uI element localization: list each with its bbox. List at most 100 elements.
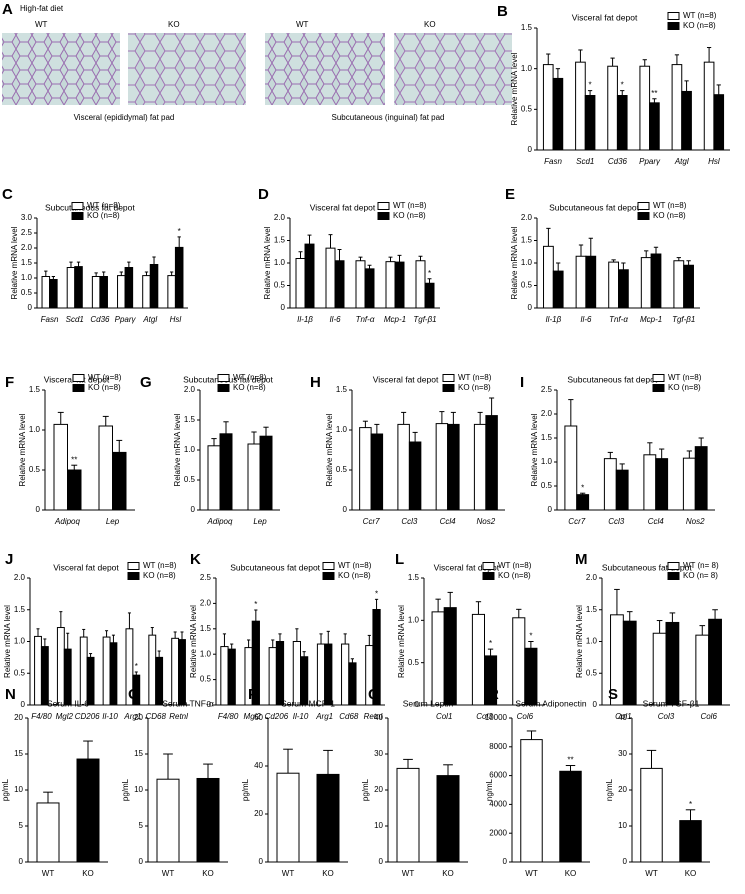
y-tick-label: 1.0 (200, 649, 212, 658)
legend-label: WT (n=8) (458, 373, 492, 382)
bar (576, 494, 590, 511)
legend-label: KO (n= 8) (683, 571, 718, 580)
bar (148, 634, 157, 706)
x-tick-label: KO (565, 869, 577, 878)
bar (708, 618, 722, 706)
y-axis-label: Relative mRNA level (397, 605, 406, 678)
image-caption: Subcutaneous (inguinal) fat pad (332, 113, 445, 122)
legend-label: KO (n=8) (143, 571, 176, 580)
bar (575, 255, 587, 309)
image-label: WT (35, 20, 48, 29)
y-tick-label: 1.0 (336, 425, 348, 434)
histology-image (394, 33, 512, 105)
y-tick-label: 40 (254, 761, 263, 770)
error-bar (526, 730, 537, 740)
x-tick-label: Mgl2 (244, 712, 262, 721)
error-bar (706, 47, 712, 63)
y-axis-label: Relative mRNA level (3, 605, 12, 678)
bar (220, 646, 229, 706)
y-tick-label: 40 (374, 713, 383, 722)
y-tick-label: 0 (139, 857, 144, 866)
error-bar (607, 451, 613, 459)
bar (652, 632, 667, 706)
legend-label: WT (n= 8) (683, 561, 719, 570)
bar (585, 255, 597, 309)
bar (447, 423, 460, 511)
error-bar (94, 272, 98, 277)
legend-label: WT (n=8) (393, 201, 427, 210)
y-tick-label: 2.5 (200, 573, 212, 582)
bar (370, 433, 384, 511)
bar (682, 457, 696, 511)
y-tick-label: 8000 (489, 742, 507, 751)
error-bar (669, 612, 676, 623)
x-tick-label: Arg1 (315, 712, 333, 721)
error-bar (647, 442, 653, 455)
chart-title: Serum TNF-α (162, 698, 214, 708)
x-tick-label: KO (685, 869, 697, 878)
x-tick-label: Ccl4 (440, 517, 457, 526)
x-tick-label: Fasn (41, 315, 59, 324)
bar (683, 264, 694, 309)
error-bar (712, 609, 718, 620)
error-bar (71, 464, 78, 470)
bar (415, 260, 426, 309)
error-bar (43, 638, 47, 647)
image-label: WT (296, 20, 309, 29)
error-bar (418, 255, 423, 261)
chart-title: Subcutaneous fat depot (567, 374, 657, 384)
bar (99, 276, 108, 309)
y-axis-label: pg/mL (1, 778, 10, 801)
error-bar (374, 423, 380, 434)
bar (171, 637, 180, 706)
y-tick-label: 2.0 (184, 385, 196, 394)
y-axis-label: ng/mL (605, 778, 614, 801)
chart-title: Subcutaneous fat depot (602, 562, 692, 572)
bar (40, 646, 49, 706)
error-bar (401, 411, 407, 425)
chart-title: Visceral fat depot (53, 562, 119, 572)
x-tick-label: Scd1 (576, 157, 594, 166)
error-bar (587, 90, 593, 96)
error-bar (653, 246, 659, 254)
legend-swatch (637, 202, 650, 210)
y-tick-label: 1.0 (521, 258, 533, 267)
bar (63, 648, 72, 706)
bar (679, 820, 702, 863)
error-bar (684, 80, 689, 92)
error-bar (358, 256, 363, 261)
bar (584, 95, 596, 151)
legend-swatch (72, 384, 85, 392)
error-bar (283, 748, 293, 774)
error-bar (326, 630, 330, 645)
error-bar (403, 758, 413, 769)
legend-swatch (377, 202, 390, 210)
panel-letter: F (5, 374, 14, 391)
chart-title: Serum TGF-β1 (643, 698, 700, 708)
x-tick-label: Nos2 (477, 517, 496, 526)
x-tick-label: Cd68 (339, 712, 359, 721)
error-bar (568, 399, 574, 426)
legend-swatch (377, 212, 390, 220)
bar (359, 427, 372, 511)
legend-swatch (637, 212, 650, 220)
error-bar (76, 261, 81, 267)
error-bar (475, 601, 482, 615)
y-tick-label: 1.0 (408, 615, 420, 624)
x-tick-label: CD68 (145, 712, 166, 721)
y-tick-label: 1.5 (200, 624, 212, 633)
y-axis-label: Relative mRNA level (325, 413, 334, 486)
error-bar (367, 634, 371, 646)
error-bar (177, 236, 181, 248)
y-axis-label: pg/mL (241, 778, 250, 801)
bar (316, 643, 326, 706)
error-bar (686, 450, 692, 459)
error-bar (699, 625, 706, 636)
bar (341, 643, 350, 706)
error-bar (489, 397, 495, 416)
x-tick-label: Adipoq (207, 517, 233, 526)
bar (552, 77, 564, 151)
bar (67, 469, 82, 511)
error-bar (427, 278, 432, 284)
